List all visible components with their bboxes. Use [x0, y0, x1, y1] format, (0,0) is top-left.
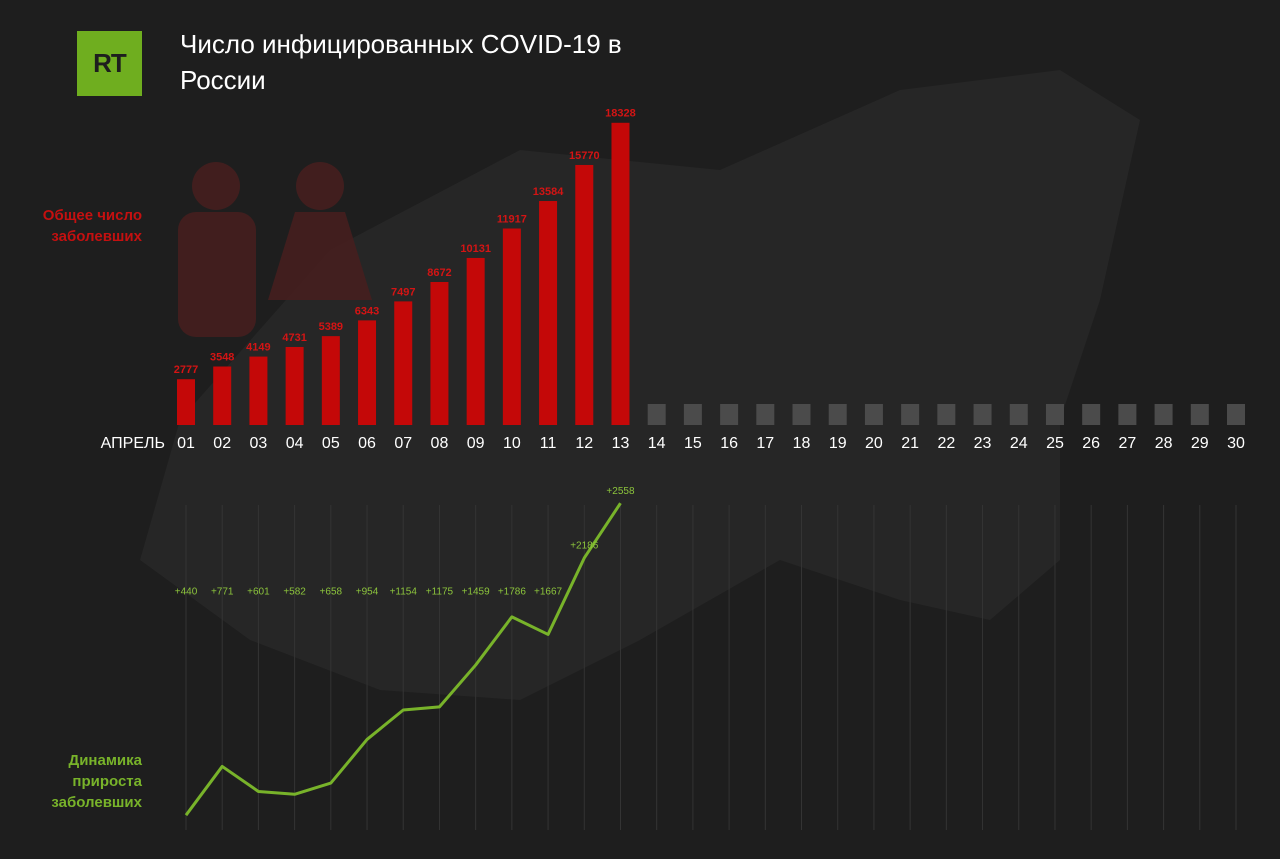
x-tick-label: 11: [540, 435, 557, 452]
x-tick-label: 09: [467, 435, 485, 452]
map-backdrop: [140, 70, 1140, 700]
x-tick-label: 20: [865, 435, 883, 452]
people-silhouette: [178, 162, 372, 337]
value-label: 11917: [497, 213, 527, 225]
x-tick-label: 25: [1046, 435, 1064, 452]
empty-slot: [756, 404, 775, 425]
value-label: +1786: [498, 587, 527, 598]
bar: [575, 164, 594, 425]
title: Число инфицированных COVID-19 в России: [180, 29, 622, 95]
empty-slot: [937, 404, 956, 425]
value-label: 7497: [391, 286, 415, 298]
x-tick-label: 02: [213, 435, 231, 452]
value-label: +440: [175, 587, 198, 598]
x-tick-label: 14: [648, 435, 666, 452]
empty-slot: [792, 404, 811, 425]
line-y-label: Динамика прироста заболевших: [51, 752, 142, 811]
bar-y-label: Общее число заболевших: [42, 207, 142, 245]
value-label: +1175: [426, 587, 454, 598]
value-label: 2777: [174, 364, 198, 376]
x-tick-label: 29: [1191, 435, 1209, 452]
empty-slot: [973, 404, 992, 425]
x-tick-label: 07: [394, 435, 412, 452]
empty-slot: [683, 404, 702, 425]
x-tick-label: 01: [177, 435, 195, 452]
x-tick-label: 05: [322, 435, 340, 452]
bar: [539, 201, 558, 425]
bar: [213, 366, 232, 425]
line: [184, 502, 622, 817]
x-tick-label: 18: [793, 435, 811, 452]
value-label: +2558: [606, 486, 635, 497]
value-label: 3548: [210, 351, 234, 363]
value-label: 8672: [427, 267, 451, 279]
x-tick-label: 24: [1010, 435, 1028, 452]
x-tick-label: 03: [250, 435, 268, 452]
value-label: 4731: [282, 332, 306, 344]
bar: [285, 346, 304, 425]
empty-slot: [1154, 404, 1173, 425]
empty-slot: [1227, 404, 1245, 425]
x-tick-label: 30: [1227, 435, 1245, 452]
empty-slot: [1190, 404, 1209, 425]
x-tick-label: 17: [756, 435, 774, 452]
bar: [321, 336, 340, 425]
empty-slot: [647, 404, 666, 425]
x-tick-label: 04: [286, 435, 304, 452]
value-label: +582: [283, 587, 306, 598]
x-tick-label: 21: [901, 435, 919, 452]
x-tick-label: 12: [575, 435, 593, 452]
value-label: 6343: [355, 305, 379, 317]
x-tick-label: 13: [612, 435, 630, 452]
x-tick-label: 19: [829, 435, 847, 452]
bar: [177, 379, 195, 425]
empty-slot: [1082, 404, 1101, 425]
value-label: +1154: [390, 587, 418, 598]
x-tick-label: 08: [431, 435, 449, 452]
value-label: +1667: [534, 587, 563, 598]
empty-slot: [1009, 404, 1028, 425]
bar: [358, 320, 377, 425]
x-tick-label: 27: [1118, 435, 1136, 452]
value-label: +658: [320, 587, 343, 598]
logo: RT: [77, 31, 142, 96]
value-label: +954: [356, 587, 379, 598]
value-label: +601: [247, 587, 270, 598]
empty-slot: [828, 404, 847, 425]
value-label: 10131: [460, 243, 491, 255]
value-label: 4149: [246, 341, 270, 353]
bar: [394, 301, 413, 425]
value-label: +1459: [462, 587, 491, 598]
bar: [466, 257, 485, 425]
x-tick-label: 22: [937, 435, 955, 452]
value-label: +771: [211, 587, 234, 598]
bar: [502, 228, 521, 425]
value-label: 18328: [605, 108, 636, 120]
x-tick-label: 15: [684, 435, 702, 452]
empty-slot: [1045, 404, 1064, 425]
bar: [611, 122, 630, 425]
bar: [249, 356, 268, 425]
value-label: 15770: [569, 150, 600, 162]
x-tick-label: 26: [1082, 435, 1100, 452]
empty-slot: [864, 404, 883, 425]
x-axis-label: АПРЕЛЬ: [101, 435, 165, 452]
value-label: +2186: [570, 541, 599, 552]
value-label: 5389: [319, 321, 343, 333]
bar: [430, 282, 449, 425]
empty-slot: [720, 404, 739, 425]
value-label: 13584: [533, 186, 564, 198]
x-tick-label: 16: [720, 435, 738, 452]
empty-slot: [1118, 404, 1137, 425]
x-tick-label: 10: [503, 435, 521, 452]
x-tick-label: 06: [358, 435, 376, 452]
x-tick-label: 28: [1155, 435, 1173, 452]
x-tick-label: 23: [974, 435, 992, 452]
empty-slot: [901, 404, 920, 425]
